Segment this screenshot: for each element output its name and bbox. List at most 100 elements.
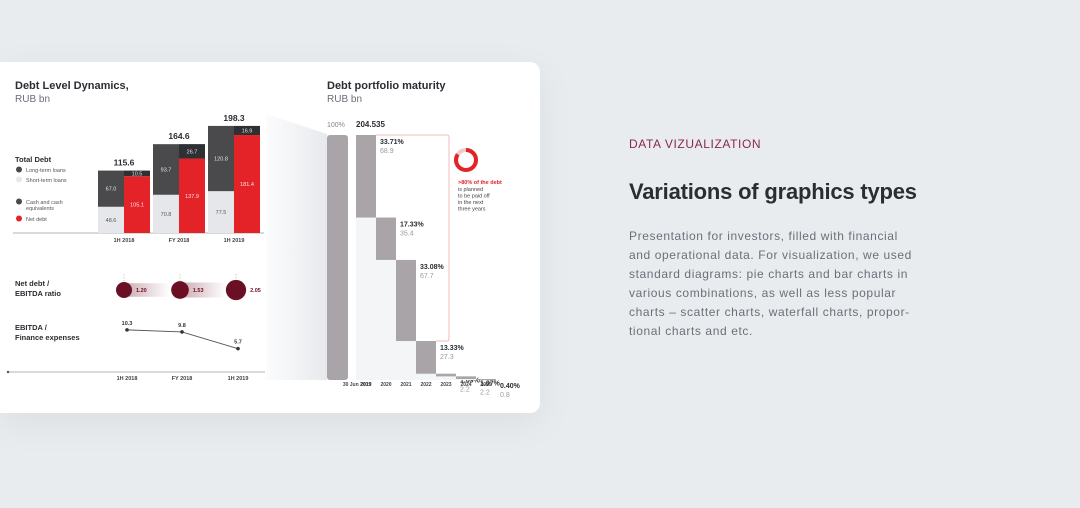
ebitda-title: EBITDA /: [15, 323, 48, 332]
debt-category-label: 1H 2018: [114, 238, 135, 244]
ebitda-point: [125, 328, 129, 332]
maturity-bar: [416, 341, 436, 374]
legend-marker: [16, 176, 22, 183]
net-debt-bar: [124, 176, 150, 233]
debt-legend: Long-term loans Short-term loans Cash and …: [16, 166, 67, 223]
maturity-value-label: 2.2: [460, 387, 470, 394]
ratio-bubble: [116, 282, 132, 298]
legend-label: Net debt: [26, 217, 47, 223]
connector-wedge: [266, 114, 327, 380]
ebitda-point: [180, 330, 184, 334]
maturity-year-label: 2022: [420, 382, 431, 388]
maturity-percent-label: 17.33%: [400, 222, 425, 229]
net-debt-bar: [179, 158, 205, 233]
callout-title: >80% of the debt: [458, 180, 502, 186]
cash-bar: [124, 170, 150, 177]
net-debt-bar: [234, 135, 260, 233]
maturity-bar: [396, 259, 416, 342]
maturity-bar: [376, 217, 396, 260]
cash-value-label: 26.7: [187, 149, 198, 155]
short-term-loans-bar: [153, 194, 179, 233]
ratio-value-label: 1.20: [136, 288, 147, 294]
maturity-percent-label: 0.40%: [500, 383, 521, 390]
maturity-start-label: 30 Jun 2019: [343, 382, 372, 388]
maturity-value-label: 2.2: [480, 389, 490, 396]
maturity-year-label: 2023: [440, 382, 451, 388]
cash-value-label: 16.9: [242, 128, 253, 134]
callout-donut-arc: [454, 148, 478, 172]
long-term-loans-bar: [153, 144, 179, 195]
long-term-value-label: 120.8: [214, 157, 228, 163]
maturity-subtitle: RUB bn: [327, 94, 362, 105]
legend-label: Short-term loans: [26, 178, 67, 184]
maturity-total-bar: [327, 135, 348, 380]
ratio-bubble: [171, 281, 189, 299]
long-term-value-label: 67.0: [106, 187, 117, 193]
maturity-year-label: 2025: [480, 382, 491, 388]
ebitda-category-label: 1H 2018: [117, 376, 138, 382]
maturity-percent-label: 33.08%: [420, 264, 445, 271]
callout-bracket: [376, 134, 450, 342]
debt-category-label: 1H 2019: [224, 238, 245, 244]
ratio-trail: [180, 282, 226, 298]
short-term-value-label: 77.5: [216, 210, 227, 216]
maturity-title: Debt portfolio maturity: [327, 80, 446, 92]
cash-value-label: 10.5: [132, 171, 143, 177]
callout-line: three years: [458, 207, 486, 213]
maturity-remaining-bg: [436, 373, 456, 380]
legend-marker: [16, 198, 22, 205]
net-debt-value-label: 105.1: [130, 203, 144, 209]
maturity-percent-label: 1.07%: [480, 380, 501, 387]
ebitda-value-label: 10.3: [122, 321, 133, 327]
total-debt-label: 164.6: [168, 131, 190, 141]
presentation-preview-card: Debt Level Dynamics, RUB bn Total Debt L…: [0, 62, 540, 413]
total-debt-legend-title: Total Debt: [15, 155, 52, 164]
maturity-percent-label: 1.09%: [460, 378, 481, 385]
ratio-bubble: [225, 279, 247, 301]
short-term-value-label: 48.6: [106, 218, 117, 224]
ratio-bubbles: 1.20 1.53 2.05: [116, 274, 261, 301]
legend-marker: [16, 166, 22, 173]
total-debt-label: 115.6: [114, 158, 135, 168]
maturity-total-value: 204.535: [356, 120, 385, 129]
maturity-year-label: 2019: [360, 382, 371, 388]
debt-category-label: FY 2018: [169, 238, 190, 244]
maturity-bar: [436, 373, 456, 377]
cash-bar: [179, 144, 205, 159]
ebitda-title-2: Finance expenses: [15, 333, 80, 342]
maturity-value-label: 0.8: [500, 392, 510, 399]
maturity-bar: [356, 135, 376, 218]
ebitda-axis-origin: [6, 370, 10, 374]
ratio-title: Net debt /: [15, 279, 50, 288]
short-term-loans-bar: [98, 206, 124, 233]
maturity-value-label: 67.7: [420, 273, 434, 280]
ratio-value-label: 2.05: [250, 288, 261, 294]
long-term-value-label: 93.7: [161, 167, 172, 173]
short-term-loans-bar: [208, 191, 234, 233]
maturity-value-label: 68.9: [380, 148, 394, 155]
ratio-value-label: 1.53: [193, 288, 204, 294]
section-eyebrow: DATA VIZUALIZATION: [629, 137, 762, 151]
maturity-bar: [456, 376, 476, 379]
ebitda-category-label: 1H 2019: [228, 376, 249, 382]
maturity-year-label: 2021: [400, 382, 411, 388]
callout-line: in the next: [458, 200, 484, 206]
ebitda-line-chart: 10.3 1H 2018 9.8 FY 2018 5.7 1H 2019: [6, 321, 265, 382]
debt-level-subtitle: RUB bn: [15, 94, 50, 105]
maturity-bar: [476, 378, 496, 381]
legend-label: equivalents: [26, 206, 54, 212]
ebitda-value-label: 5.7: [234, 340, 242, 346]
callout-line: to be paid off: [458, 194, 490, 200]
legend-marker: [16, 215, 22, 222]
legend-label: Cash and cash: [26, 200, 63, 206]
long-term-loans-bar: [98, 170, 124, 207]
description-panel: DATA VIZUALIZATION Variations of graphic…: [629, 135, 949, 341]
ebitda-value-label: 9.8: [178, 323, 186, 329]
long-term-loans-bar: [208, 125, 234, 192]
net-debt-value-label: 181.4: [240, 182, 254, 188]
maturity-total-percent: 100%: [327, 122, 345, 129]
maturity-value-label: 27.3: [440, 354, 454, 361]
maturity-value-label: 35.4: [400, 231, 414, 238]
maturity-year-label: 2020: [380, 382, 391, 388]
ratio-trail: [124, 283, 170, 297]
